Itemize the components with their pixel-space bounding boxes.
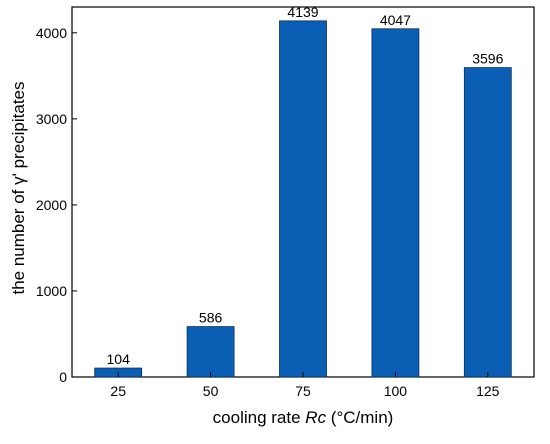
bar-75 [279, 20, 327, 378]
y-tick-label-3000: 3000 [36, 111, 67, 127]
y-tick-label-1000: 1000 [36, 283, 67, 299]
plot-area: 104 586 4139 4047 3596 25 50 75 100 125 0 1000 200… [36, 4, 535, 399]
data-label-25: 104 [107, 351, 131, 367]
y-tick-label-4000: 4000 [36, 25, 67, 41]
bar-100 [371, 28, 420, 378]
bars [94, 20, 512, 378]
data-label-100: 4047 [380, 12, 411, 28]
y-tick-label-2000: 2000 [36, 197, 67, 213]
x-tick-label-125: 125 [476, 383, 500, 399]
y-tick-label-0: 0 [59, 369, 67, 385]
x-axis: 25 50 75 100 125 [110, 372, 500, 399]
data-labels: 104 586 4139 4047 3596 [107, 4, 504, 367]
x-tick-label-25: 25 [110, 383, 126, 399]
bar-50 [186, 326, 235, 378]
data-label-125: 3596 [472, 51, 503, 67]
bar-125 [463, 67, 512, 378]
x-tick-label-100: 100 [384, 383, 408, 399]
x-tick-label-75: 75 [295, 383, 311, 399]
x-axis-title: cooling rate Rc (°C/min) [213, 408, 394, 427]
x-tick-label-50: 50 [203, 383, 219, 399]
data-label-75: 4139 [287, 4, 318, 20]
data-label-50: 586 [199, 310, 223, 326]
y-axis-title: the number of γ' precipitates [9, 81, 28, 294]
y-axis: 0 1000 2000 3000 4000 [36, 25, 77, 385]
